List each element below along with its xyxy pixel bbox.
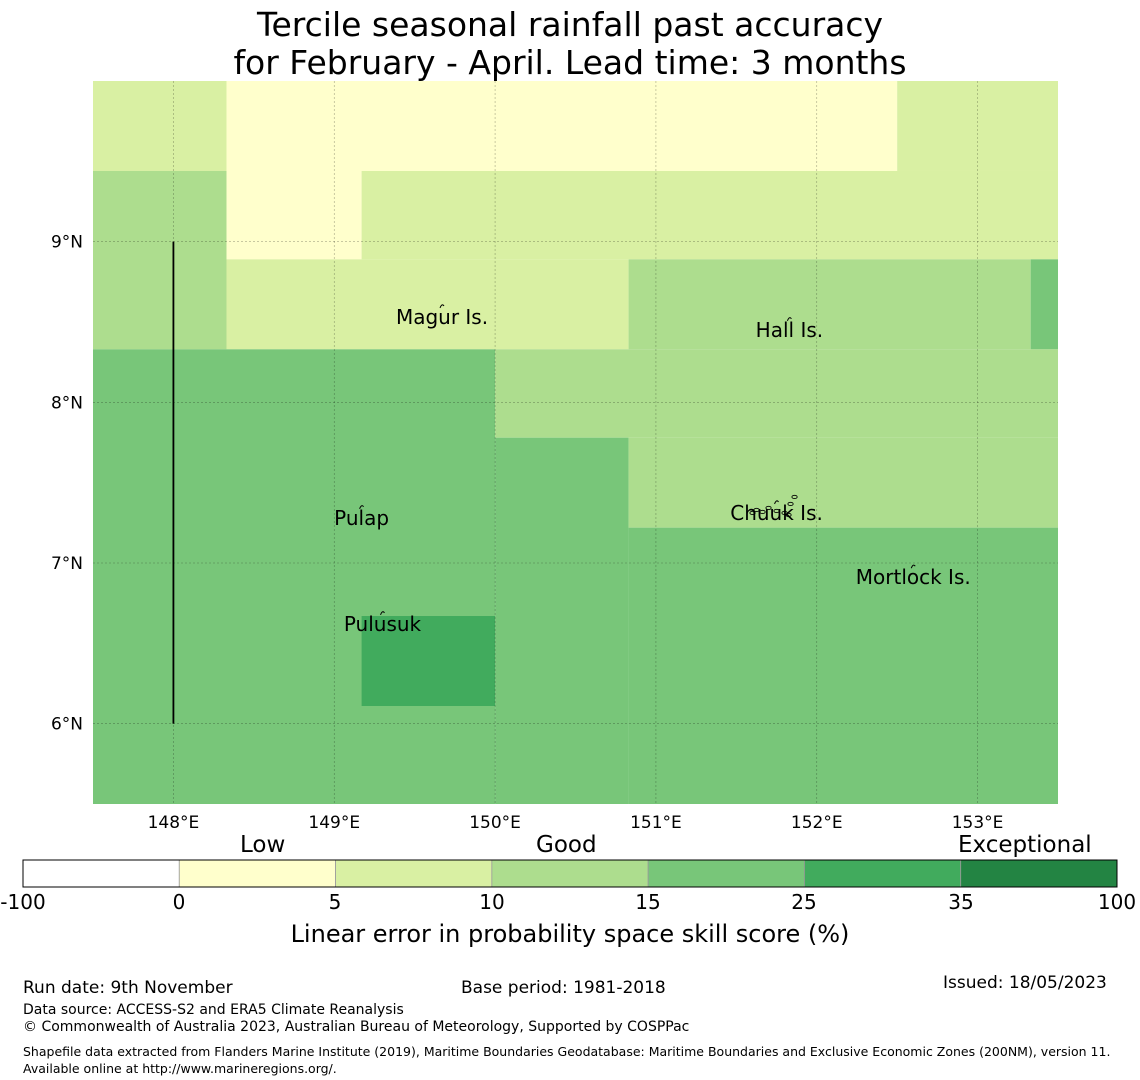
latitude-tick-label: 6°N — [51, 715, 83, 735]
skill-cell — [628, 259, 1031, 350]
island-label: Pulusuk — [344, 612, 422, 636]
colorbar-tick-label: -100 — [0, 890, 46, 914]
skill-cell — [628, 527, 1058, 804]
island-label: Mortlock Is. — [856, 565, 971, 589]
longitude-tick-label: 150°E — [469, 813, 521, 833]
skill-cell — [93, 349, 496, 804]
islet-outline-icon — [781, 510, 788, 515]
islet-outline-icon — [759, 509, 766, 514]
skill-cell — [93, 81, 227, 171]
colorbar-segment — [178, 859, 336, 888]
longitude-tick-label: 152°E — [791, 813, 843, 833]
colorbar-segment — [335, 859, 493, 888]
colorbar-tick-label: 15 — [635, 890, 661, 914]
colorbar-segment — [804, 859, 962, 888]
island-outline-icon — [439, 304, 445, 309]
chart-title-line2: for February - April. Lead time: 3 month… — [233, 43, 907, 82]
colorbar-segment — [491, 859, 649, 888]
longitude-tick-label: 151°E — [630, 813, 682, 833]
islet-outline-icon — [773, 508, 780, 513]
islet-outline-icon — [765, 505, 772, 510]
island-label: Pulap — [334, 506, 389, 530]
colorbar-tick-label: 5 — [328, 890, 342, 914]
colorbar-axis-label: Linear error in probability space skill … — [290, 920, 850, 948]
skill-cell — [1030, 259, 1058, 350]
islet-outline-icon — [753, 507, 760, 512]
islet-outline-icon — [785, 512, 792, 517]
colorbar-tick-label: 10 — [479, 890, 505, 914]
category-low-label: Low — [240, 832, 286, 858]
island-label: Magur Is. — [396, 305, 488, 329]
island-outline-icon — [910, 564, 916, 569]
colorbar-tick-label: 25 — [791, 890, 817, 914]
copyright: © Commonwealth of Australia 2023, Austra… — [23, 1019, 690, 1035]
latitude-tick-label: 8°N — [51, 393, 83, 413]
run-date: Run date: 9th November — [23, 978, 233, 998]
island-label: Hall Is. — [756, 318, 823, 342]
skill-cell — [495, 437, 629, 804]
colorbar-tick-label: 100 — [1097, 890, 1137, 914]
skill-cell — [897, 81, 1058, 171]
colorbar-segment — [647, 859, 805, 888]
skill-cell — [361, 170, 1058, 260]
latitude-tick-label: 7°N — [51, 554, 83, 574]
island-outline-icon — [786, 317, 792, 321]
longitude-tick-label: 149°E — [308, 813, 360, 833]
skill-cell — [361, 616, 496, 706]
longitude-tick-label: 153°E — [952, 813, 1004, 833]
category-good-label: Good — [536, 832, 597, 858]
skill-cell — [93, 170, 227, 350]
colorbar-frame — [22, 859, 1118, 888]
skill-cell — [495, 349, 1058, 438]
skill-cell — [226, 170, 362, 260]
category-exceptional-label: Exceptional — [958, 832, 1092, 858]
shapefile-note: Shapefile data extracted from Flanders M… — [23, 1044, 1111, 1076]
island-outline-icon — [380, 611, 385, 616]
skill-cell — [628, 437, 1058, 528]
island-outline-icon — [359, 505, 365, 509]
skill-cell — [226, 259, 629, 350]
data-source: Data source: ACCESS-S2 and ERA5 Climate … — [23, 1002, 404, 1018]
colorbar-tick-label: 0 — [172, 890, 186, 914]
colorbar-segment — [960, 859, 1118, 888]
longitude-tick-label: 148°E — [148, 813, 200, 833]
base-period: Base period: 1981-2018 — [461, 978, 666, 998]
latitude-tick-label: 9°N — [51, 233, 83, 253]
islet-outline-icon — [787, 501, 794, 506]
islet-outline-icon — [749, 510, 756, 515]
islet-outline-icon — [791, 494, 798, 499]
skill-cell — [226, 81, 898, 171]
island-outline-icon — [774, 500, 779, 505]
issued-date: Issued: 18/05/2023 — [943, 973, 1107, 993]
chart-title-line1: Tercile seasonal rainfall past accuracy — [256, 5, 884, 44]
colorbar-segment — [22, 859, 180, 888]
colorbar-tick-label: 35 — [948, 890, 974, 914]
